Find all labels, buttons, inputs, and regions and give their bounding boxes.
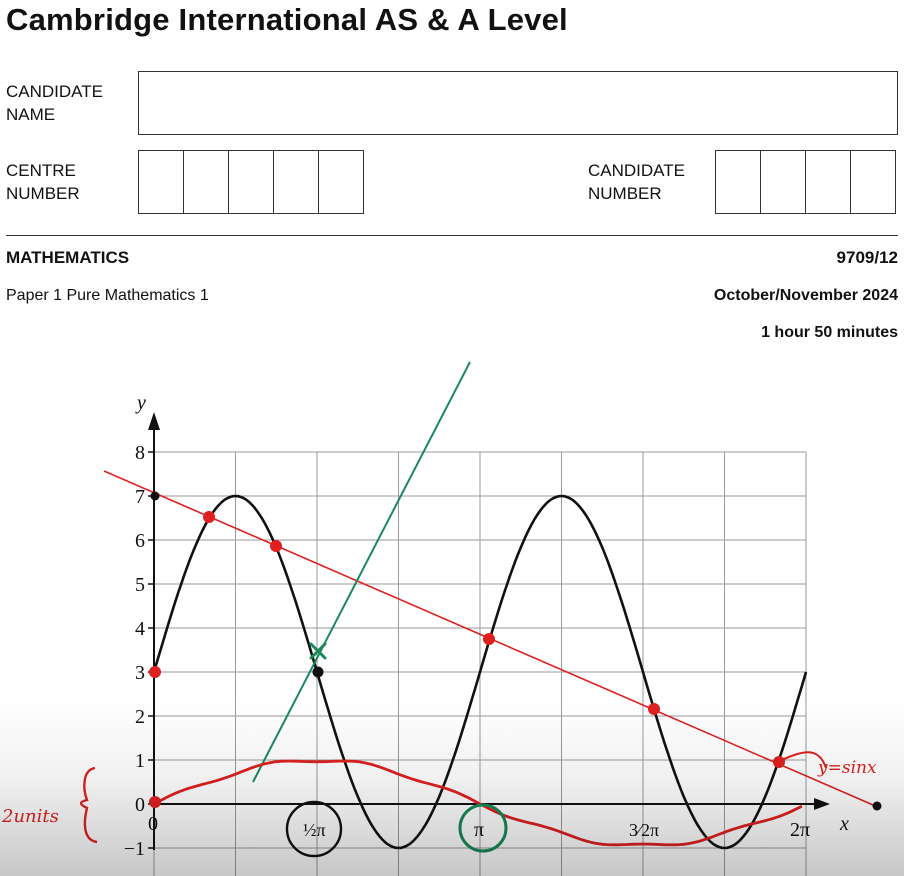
candidate-number-cell[interactable]: [715, 150, 761, 214]
x-axis-label: x: [839, 813, 849, 835]
axes: y x: [135, 392, 849, 850]
label-pointer: [776, 751, 827, 769]
x-tick-half-pi: ½π: [303, 820, 326, 840]
candidate-name-field[interactable]: [138, 71, 898, 135]
point-black: [872, 801, 882, 811]
circle-pi: [458, 803, 508, 853]
exam-duration: 1 hour 50 minutes: [761, 324, 898, 341]
y-tick-label: 1: [135, 750, 145, 772]
x-tick-labels: 0 ½π π 3⁄2π 2π: [148, 813, 810, 841]
point-red: [483, 633, 495, 645]
point-red: [270, 540, 282, 552]
candidate-number-label-line1: CANDIDATE: [588, 161, 685, 180]
paper-title: Paper 1 Pure Mathematics 1: [6, 287, 209, 304]
circle-half-pi: [285, 800, 343, 858]
y-tick-label: −1: [124, 838, 145, 860]
y-axis-arrow: [148, 412, 160, 430]
centre-number-label-line1: CENTRE: [6, 161, 76, 180]
exam-title: Cambridge International AS & A Level: [6, 2, 568, 37]
y-tick-label: 4: [135, 618, 145, 640]
centre-number-label-line2: NUMBER: [6, 184, 80, 203]
subject-name: MATHEMATICS: [6, 248, 130, 267]
exam-session: October/November 2024: [713, 287, 898, 304]
paper-code: 9709/12: [836, 248, 898, 267]
candidate-number-label: CANDIDATE NUMBER: [588, 159, 685, 205]
y-tick-label: 7: [135, 486, 145, 508]
sketch-y-equals-sinx: [152, 759, 803, 847]
intersection-points: [149, 491, 882, 811]
brace-mark: [79, 766, 98, 844]
centre-number-cell[interactable]: [318, 150, 364, 214]
point-red: [149, 666, 161, 678]
green-cross-mark: [309, 642, 327, 660]
centre-number-label: CENTRE NUMBER: [6, 159, 80, 205]
x-axis-arrow: [814, 798, 830, 810]
candidate-number-label-line2: NUMBER: [588, 184, 662, 203]
curve-y-equals-3-minus-4sin2x: [152, 494, 808, 850]
point-red: [648, 703, 660, 715]
point-origin: [149, 796, 161, 808]
grid: [153, 451, 807, 876]
candidate-number-field[interactable]: [715, 150, 896, 214]
y-tick-label: 3: [135, 662, 145, 684]
y-tick-label: 2: [135, 706, 145, 728]
x-tick-2pi: 2π: [790, 819, 810, 841]
candidate-name-label-line2: NAME: [6, 105, 56, 124]
x-tick-pi: π: [474, 819, 484, 841]
candidate-name-label: CANDIDATE NAME: [6, 80, 103, 126]
y-axis-label: y: [135, 392, 146, 414]
x-tick-0: 0: [148, 813, 158, 835]
x-tick-three-half-pi: 3⁄2π: [629, 820, 659, 840]
y-tick-label: 5: [135, 574, 145, 596]
annotation-curve-label: y=sinx: [817, 758, 877, 778]
y-tick-label: 6: [135, 530, 145, 552]
y-tick-label: 0: [135, 794, 145, 816]
y-tick-label: 8: [135, 442, 145, 464]
header-divider: [6, 235, 898, 236]
centre-number-field[interactable]: [138, 150, 364, 214]
candidate-number-cell[interactable]: [805, 150, 851, 214]
point-black: [312, 666, 324, 678]
candidate-name-label-line1: CANDIDATE: [6, 82, 103, 101]
candidate-number-cell[interactable]: [850, 150, 896, 214]
y-tick-labels: 8 7 6 5 4 3 2 1 0 −1: [124, 442, 154, 860]
point-red: [203, 511, 215, 523]
green-line: [252, 361, 471, 783]
point-black: [150, 491, 160, 501]
annotation-units: 2units: [1, 806, 59, 827]
